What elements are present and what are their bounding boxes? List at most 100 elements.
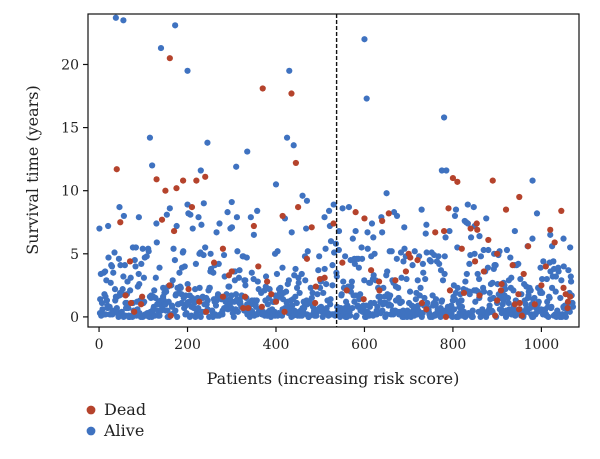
legend-marker-dead xyxy=(86,405,96,415)
point-alive xyxy=(422,275,429,283)
point-dead xyxy=(272,298,280,305)
point-dead xyxy=(361,215,368,222)
point-alive xyxy=(163,211,170,218)
point-alive xyxy=(264,301,271,308)
point-alive xyxy=(233,163,240,170)
point-alive xyxy=(361,36,368,43)
point-alive xyxy=(228,224,236,231)
point-alive xyxy=(112,14,119,21)
point-alive xyxy=(172,22,179,29)
point-alive xyxy=(485,246,492,254)
point-alive xyxy=(387,302,395,309)
point-alive xyxy=(476,275,483,283)
point-dead xyxy=(203,308,210,315)
point-alive xyxy=(480,288,488,295)
point-dead xyxy=(339,259,346,266)
point-dead xyxy=(515,306,523,313)
point-alive xyxy=(138,260,145,267)
point-alive xyxy=(417,284,424,291)
legend: Dead Alive xyxy=(86,400,146,440)
point-dead xyxy=(137,301,145,308)
point-dead xyxy=(292,159,300,167)
point-alive xyxy=(96,225,103,232)
point-alive xyxy=(422,230,429,237)
point-alive xyxy=(363,95,370,102)
point-alive xyxy=(296,289,303,297)
point-alive xyxy=(195,304,202,312)
point-alive xyxy=(303,225,310,232)
point-alive xyxy=(436,260,443,267)
point-alive xyxy=(477,253,485,260)
point-dead xyxy=(392,277,399,284)
point-dead xyxy=(485,236,492,244)
point-alive xyxy=(308,294,315,302)
point-alive xyxy=(335,227,343,235)
point-dead xyxy=(458,245,465,252)
point-alive xyxy=(103,297,111,304)
point-alive xyxy=(192,260,200,267)
point-alive xyxy=(127,274,134,281)
point-dead xyxy=(360,296,367,303)
legend-marker-alive xyxy=(86,426,96,436)
point-alive xyxy=(511,227,518,235)
point-alive xyxy=(172,307,179,314)
point-alive xyxy=(285,277,292,284)
point-alive xyxy=(458,303,466,310)
point-alive xyxy=(303,197,311,204)
point-alive xyxy=(565,267,572,274)
point-alive xyxy=(195,214,202,221)
point-alive xyxy=(466,260,473,267)
point-alive xyxy=(187,211,194,218)
point-dead xyxy=(188,204,196,211)
point-alive xyxy=(400,258,407,265)
point-alive xyxy=(548,303,555,310)
point-alive xyxy=(560,263,567,270)
point-alive xyxy=(353,312,360,319)
point-alive xyxy=(157,44,165,52)
point-alive xyxy=(333,273,340,280)
point-alive xyxy=(395,284,402,291)
point-alive xyxy=(529,177,536,184)
point-dead xyxy=(474,226,481,233)
point-alive xyxy=(560,235,567,242)
point-dead xyxy=(264,278,271,285)
point-alive xyxy=(342,253,349,260)
point-dead xyxy=(489,177,496,184)
point-alive xyxy=(562,313,569,321)
point-alive xyxy=(272,181,280,188)
point-alive xyxy=(567,244,574,251)
point-alive xyxy=(348,283,355,290)
point-alive xyxy=(368,220,376,227)
point-alive xyxy=(412,296,419,303)
point-alive xyxy=(200,251,207,259)
point-dead xyxy=(202,173,209,180)
point-dead xyxy=(440,227,448,235)
y-tick-label: 10 xyxy=(61,184,79,200)
point-alive xyxy=(316,253,323,260)
point-alive xyxy=(418,206,425,213)
point-alive xyxy=(213,229,220,236)
point-alive xyxy=(197,313,204,321)
point-alive xyxy=(180,248,187,255)
point-alive xyxy=(184,67,191,74)
point-alive xyxy=(543,275,550,283)
point-alive xyxy=(198,221,205,228)
point-alive xyxy=(393,212,401,220)
point-alive xyxy=(474,270,481,278)
point-dead xyxy=(288,90,295,97)
point-alive xyxy=(423,221,430,228)
point-alive xyxy=(370,234,377,241)
point-alive xyxy=(376,293,384,300)
point-alive xyxy=(327,238,335,245)
point-alive xyxy=(349,304,356,312)
point-alive xyxy=(446,227,453,235)
point-alive xyxy=(464,220,472,227)
plot-frame xyxy=(87,13,580,328)
point-alive xyxy=(537,264,544,271)
point-alive xyxy=(184,280,191,288)
point-dead xyxy=(312,283,319,290)
point-alive xyxy=(361,277,368,284)
point-alive xyxy=(387,292,394,299)
point-alive xyxy=(358,255,366,262)
point-alive xyxy=(569,303,577,310)
